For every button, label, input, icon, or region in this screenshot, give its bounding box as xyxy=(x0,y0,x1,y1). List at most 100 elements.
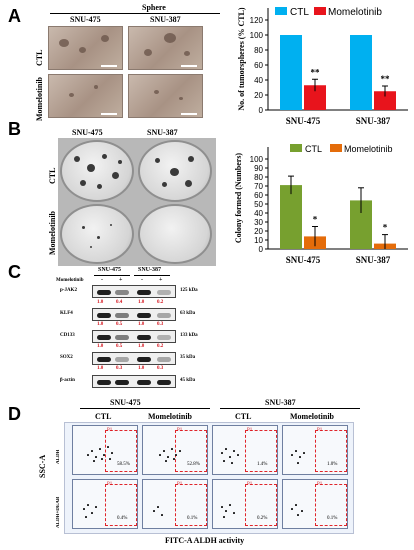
panel-label-c: C xyxy=(8,262,21,282)
a-row-label-momelotinib: Momelotinib xyxy=(35,77,44,121)
ratio-pjak2-1: 1.0 xyxy=(97,300,104,305)
blot-sox2 xyxy=(92,352,176,365)
c-sign-2: + xyxy=(119,277,123,283)
ratio-klf4-2: 0.5 xyxy=(116,322,123,327)
d-col-label-1: CTL xyxy=(95,412,112,421)
legend-ctl-label-b: CTL xyxy=(305,144,322,154)
ratio-pjak2-2: 0.4 xyxy=(116,300,123,305)
percent-snu475-ctl-aldh: 58.5% xyxy=(117,462,130,467)
category-label-snu387: SNU-387 xyxy=(356,116,391,126)
percent-snu475-ctl-deab: 0.4% xyxy=(117,516,128,521)
d-cell-line-2: SNU-387 xyxy=(265,398,296,407)
b-row-label-ctl: CTL xyxy=(48,167,57,184)
c-sign-4: + xyxy=(159,277,163,283)
legend-momelotinib-label: Momelotinib xyxy=(328,7,382,18)
y-tick-label: 80 xyxy=(254,173,263,182)
flow-plot-snu475-ctl-aldh-deab: P1 0.4% xyxy=(72,479,138,529)
gate-label: P1 xyxy=(107,428,113,433)
protein-label-pjak2: p-JAK2 xyxy=(60,288,77,293)
b-cell-line-1: SNU-475 xyxy=(72,128,103,137)
blot-beta-actin xyxy=(92,375,176,388)
colony-dish-snu475-ctl xyxy=(60,140,134,202)
blot-pjak2 xyxy=(92,285,176,298)
y-tick-label: 20 xyxy=(254,91,263,100)
bar-ctl-snu-475 xyxy=(280,185,302,249)
c-cell-line-rule-1 xyxy=(94,275,130,276)
category-label-snu475: SNU-475 xyxy=(286,116,321,126)
colony-dish-snu475-momelotinib xyxy=(60,204,134,264)
y-tick-label: 120 xyxy=(250,16,264,25)
panel-label-a: A xyxy=(8,6,21,26)
ratio-sox2-3: 1.0 xyxy=(138,366,145,371)
a-cell-line-2: SNU-387 xyxy=(150,15,181,24)
gate-label: P1 xyxy=(177,428,183,433)
d-cell-line-rule-1 xyxy=(80,408,210,409)
y-tick-label: 60 xyxy=(254,61,263,70)
c-cell-line-1: SNU-475 xyxy=(98,267,122,273)
gate-label: P1 xyxy=(247,482,253,487)
y-tick-label: 40 xyxy=(254,76,263,85)
panel-label-d: D xyxy=(8,404,21,424)
ratio-pjak2-4: 0.2 xyxy=(157,300,164,305)
flow-plot-snu387-ctl-aldh-deab: P1 0.2% xyxy=(212,479,278,529)
bar-momelotinib-snu-387 xyxy=(374,91,396,110)
legend-momelotinib-swatch-b xyxy=(330,144,342,152)
legend-ctl-swatch xyxy=(275,7,287,15)
sphere-image-snu475-ctl xyxy=(48,26,123,70)
d-cell-line-rule-2 xyxy=(220,408,360,409)
sphere-image-snu475-momelotinib xyxy=(48,74,123,118)
legend-momelotinib-swatch xyxy=(314,7,326,15)
category-label-snu387-b: SNU-387 xyxy=(356,255,391,265)
y-tick-label: 80 xyxy=(254,46,263,55)
bar-ctl-snu-475 xyxy=(280,35,302,110)
d-cell-line-1: SNU-475 xyxy=(110,398,141,407)
c-cell-line-rule-2 xyxy=(134,275,170,276)
gate-label: P1 xyxy=(107,482,113,487)
y-tick-label: 100 xyxy=(250,155,264,164)
kda-pjak2: 125 kDa xyxy=(180,288,198,293)
legend-ctl-swatch-b xyxy=(290,144,302,152)
protein-label-klf4: KLF4 xyxy=(60,311,73,316)
y-axis-title-b: Colony formed (Numbers) xyxy=(234,153,243,244)
y-tick-label: 70 xyxy=(254,182,263,191)
y-tick-label: 30 xyxy=(254,218,263,227)
ratio-cd133-4: 0.2 xyxy=(157,344,164,349)
a-cell-line-1: SNU-475 xyxy=(70,15,101,24)
y-tick-label: 100 xyxy=(250,31,264,40)
kda-klf4: 63 kDa xyxy=(180,311,196,316)
bar-momelotinib-snu-475 xyxy=(304,85,326,110)
ratio-pjak2-3: 1.0 xyxy=(138,300,145,305)
y-tick-label: 20 xyxy=(254,227,263,236)
bar-ctl-snu-387 xyxy=(350,35,372,110)
sphere-header: Sphere xyxy=(142,3,166,12)
percent-snu475-momelotinib-deab: 0.1% xyxy=(187,516,198,521)
ratio-cd133-3: 1.0 xyxy=(138,344,145,349)
y-tick-label: 0 xyxy=(259,106,264,115)
legend-ctl-label: CTL xyxy=(290,7,309,18)
colony-dish-snu387-ctl xyxy=(138,140,212,202)
flow-plot-snu387-momelotinib-aldh: P1 1.0% xyxy=(282,425,348,475)
y-tick-label: 40 xyxy=(254,209,263,218)
gate-label: P1 xyxy=(177,482,183,487)
c-treatment-label: Momelotinib xyxy=(56,278,84,283)
flow-plot-snu475-momelotinib-aldh: P1 52.8% xyxy=(142,425,208,475)
significance-mark: * xyxy=(313,215,318,225)
legend-momelotinib-label-b: Momelotinib xyxy=(344,144,393,154)
protein-label-cd133: CD133 xyxy=(60,333,75,338)
d-col-label-4: Momelotinib xyxy=(290,412,334,421)
ratio-klf4-4: 0.3 xyxy=(157,322,164,327)
significance-mark: ** xyxy=(381,74,391,84)
percent-snu387-momelotinib-aldh: 1.0% xyxy=(327,462,338,467)
d-x-axis-title: FITC-A ALDH activity xyxy=(165,536,245,545)
b-cell-line-2: SNU-387 xyxy=(147,128,178,137)
percent-snu387-ctl-deab: 0.2% xyxy=(257,516,268,521)
d-row-label-aldh-deab: ALDH+DEAB xyxy=(56,496,61,528)
flow-plot-snu387-ctl-aldh: P1 1.4% xyxy=(212,425,278,475)
sphere-image-snu387-momelotinib xyxy=(128,74,203,118)
gate-label: P1 xyxy=(247,428,253,433)
ratio-sox2-4: 0.3 xyxy=(157,366,164,371)
colony-dish-snu387-momelotinib xyxy=(138,204,212,264)
blot-cd133 xyxy=(92,330,176,343)
category-label-snu475-b: SNU-475 xyxy=(286,255,321,265)
flow-plot-snu387-momelotinib-aldh-deab: P1 0.1% xyxy=(282,479,348,529)
